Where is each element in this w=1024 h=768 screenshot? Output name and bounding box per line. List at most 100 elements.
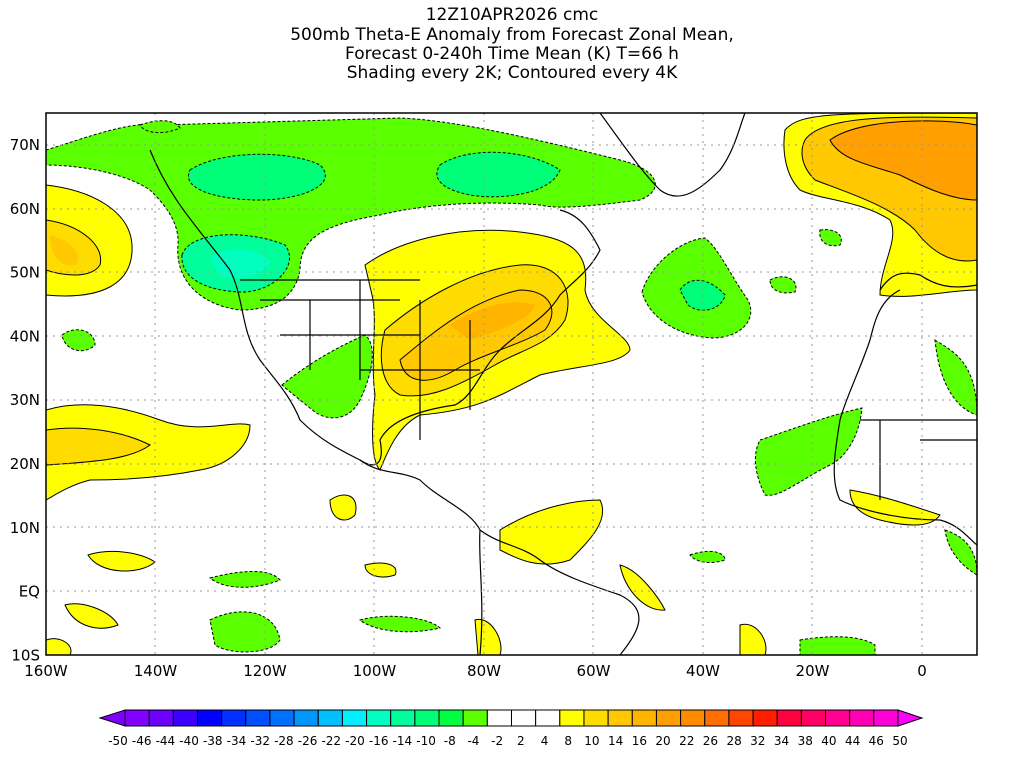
lon-label: 100W	[353, 662, 397, 680]
colorbar-swatch	[269, 709, 295, 727]
colorbar-swatch	[535, 709, 561, 727]
title-line-4: Shading every 2K; Contoured every 4K	[346, 63, 678, 83]
colorbar-label: -38	[203, 734, 223, 748]
colorbar-swatch	[317, 709, 343, 727]
colorbar-label: 44	[845, 734, 860, 748]
colorbar-label: 32	[750, 734, 765, 748]
latitude-labels: 70N 60N 50N 40N 30N 20N 10N EQ 10S	[10, 136, 40, 664]
colorbar-label: -20	[345, 734, 365, 748]
colorbar-label: -4	[467, 734, 479, 748]
lon-label: 40W	[686, 662, 720, 680]
colorbar-label: -16	[369, 734, 389, 748]
grid-lines	[46, 113, 977, 655]
colorbar-swatch	[752, 709, 778, 727]
colorbar-swatch	[873, 709, 899, 727]
colorbar-label: 46	[869, 734, 884, 748]
colorbar-swatch	[583, 709, 609, 727]
colorbar-swatch	[776, 709, 802, 727]
lat-label: 60N	[10, 200, 40, 218]
colorbar-swatch	[414, 709, 440, 727]
colorbar-swatch	[341, 709, 368, 727]
lat-label: 40N	[10, 327, 40, 345]
colorbar-swatch	[631, 709, 657, 727]
lat-label: 70N	[10, 136, 40, 154]
colorbar-label: 8	[564, 734, 572, 748]
shaded-anomalies	[46, 113, 977, 655]
colorbar-swatch	[293, 709, 319, 727]
colorbar-swatch	[245, 709, 271, 727]
longitude-labels: 160W 140W 120W 100W 80W 60W 40W 20W 0	[24, 662, 927, 680]
colorbar-label: 38	[798, 734, 813, 748]
colorbar-swatch	[196, 709, 223, 727]
colorbar-low-arrow	[98, 709, 126, 727]
colorbar-label: -2	[491, 734, 503, 748]
lon-label: 0	[917, 662, 927, 680]
colorbar-label: -10	[416, 734, 436, 748]
colorbar-label: 22	[679, 734, 694, 748]
colorbar-high-arrow	[897, 709, 924, 727]
colorbar-label: -22	[321, 734, 341, 748]
colorbar-label: -8	[444, 734, 456, 748]
colorbar-swatch	[655, 709, 682, 727]
colorbar-label: 14	[608, 734, 623, 748]
colorbar-label: 40	[821, 734, 836, 748]
colorbar-swatch	[172, 709, 198, 727]
colorbar-label: -46	[132, 734, 152, 748]
lon-label: 60W	[577, 662, 611, 680]
colorbar-label: 28	[726, 734, 741, 748]
colorbar-label: 50	[892, 734, 907, 748]
colorbar-swatch	[486, 709, 512, 727]
colorbar-swatch	[438, 709, 464, 727]
lon-label: 160W	[24, 662, 68, 680]
cold-anomaly-sw-us	[281, 334, 373, 419]
colorbar-swatch	[800, 709, 827, 727]
colorbar-swatch	[607, 709, 633, 727]
lat-label: 30N	[10, 391, 40, 409]
colorbar-swatch	[680, 709, 706, 727]
colorbar-label: 26	[703, 734, 718, 748]
colorbar-swatch	[849, 709, 875, 727]
colorbar-label: -34	[227, 734, 247, 748]
colorbar-label: 10	[584, 734, 599, 748]
colorbar-swatch	[462, 709, 488, 727]
lat-label: 50N	[10, 264, 40, 282]
lon-label: 140W	[134, 662, 178, 680]
lon-label: 80W	[467, 662, 501, 680]
colorbar-swatch	[559, 709, 585, 727]
colorbar-swatch	[148, 709, 174, 727]
lat-label: EQ	[19, 583, 40, 601]
title-line-2: 500mb Theta-E Anomaly from Forecast Zona…	[290, 25, 734, 45]
colorbar-label: -14	[393, 734, 413, 748]
colorbar-swatch	[390, 709, 416, 727]
plot-frame	[45, 112, 978, 656]
lon-label: 120W	[243, 662, 287, 680]
colorbar: -50 -46 -44 -40 -38 -34 -32 -28 -26 -22 -20 -16 -14-…	[98, 709, 924, 748]
cold-anomaly-west-africa	[754, 407, 863, 496]
colorbar-label: -32	[250, 734, 270, 748]
colorbar-swatch	[124, 709, 150, 727]
warm-anomaly-tropical-pacific	[46, 404, 251, 501]
colorbar-label: 34	[774, 734, 789, 748]
colorbar-swatch	[511, 709, 537, 727]
colorbar-label: 16	[632, 734, 647, 748]
lon-label: 20W	[796, 662, 830, 680]
colorbar-swatch	[704, 709, 730, 727]
colorbar-swatch	[825, 709, 851, 727]
colorbar-label: -40	[179, 734, 199, 748]
colorbar-label: 2	[517, 734, 525, 748]
title-line-1: 12Z10APR2026 cmc	[425, 5, 599, 25]
colorbar-label: 4	[541, 734, 549, 748]
lat-label: 10N	[10, 519, 40, 537]
colorbar-label: 20	[655, 734, 670, 748]
colorbar-label: -44	[156, 734, 176, 748]
lat-label: 10S	[11, 646, 40, 664]
colorbar-swatch	[366, 709, 392, 727]
colorbar-label: -50	[108, 734, 128, 748]
coastlines	[149, 113, 977, 655]
lat-label: 20N	[10, 455, 40, 473]
colorbar-label: -28	[274, 734, 294, 748]
colorbar-swatch	[728, 709, 754, 727]
colorbar-swatch	[221, 709, 247, 727]
colorbar-label: -26	[298, 734, 318, 748]
